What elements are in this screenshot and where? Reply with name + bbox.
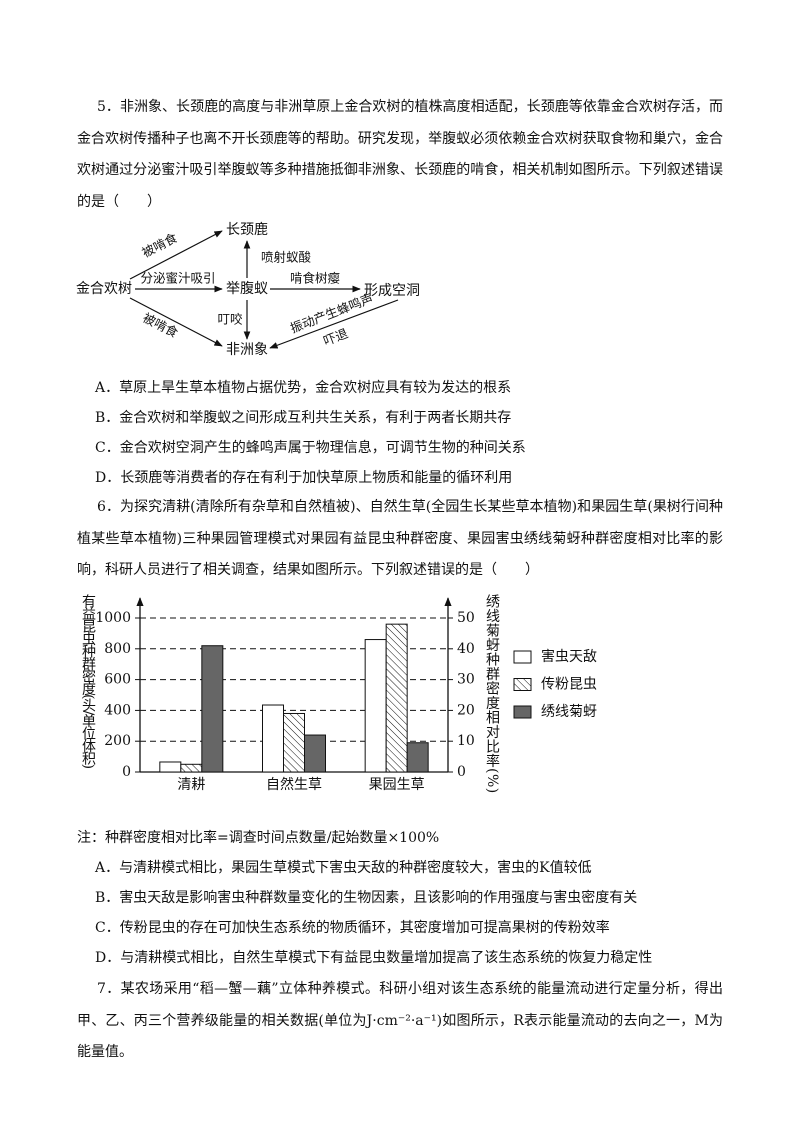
y2-tick-label: 50	[457, 610, 475, 626]
y-tick-label: 600	[104, 672, 131, 688]
bar	[180, 763, 203, 773]
y2-tick-label: 10	[457, 733, 475, 749]
node: 非洲象	[226, 342, 268, 358]
node: 举腹蚁	[226, 280, 268, 297]
y2-tick-label: 30	[457, 672, 475, 688]
question-stem: 7．某农场采用“稻—蟹—藕”立体种养模式。科研小组对该生态系统的能量流动进行定量…	[77, 981, 723, 1060]
option: D．与清耕模式相比，自然生草模式下有益昆虫数量增加提高了该生态系统的恢复力稳定性	[95, 950, 653, 966]
bar	[159, 761, 182, 773]
legend-swatch	[513, 650, 532, 664]
edge-label: 叮咬	[217, 312, 243, 327]
x-tick-label: 果园生草	[369, 777, 425, 793]
bar	[385, 623, 408, 773]
legend-label: 害虫天敌	[541, 649, 597, 665]
node: 金合欢树	[76, 281, 132, 297]
question-stem: 5．非洲象、长颈鹿的高度与非洲草原上金合欢树的植株高度相适配，长颈鹿等依靠金合欢…	[77, 99, 723, 210]
bar	[364, 639, 387, 773]
y-tick-label: 0	[122, 764, 131, 780]
option: A．草原上旱生草本植物占据优势，金合欢树应具有较为发达的根系	[95, 380, 512, 396]
y2-axis-title: 绣线菊蚜种群密度相对比率(%)	[484, 594, 500, 794]
node: 长颈鹿	[226, 221, 268, 238]
y-tick-label: 400	[104, 702, 131, 718]
edge-label: 啃食树瘿	[290, 271, 340, 286]
bar	[262, 704, 284, 773]
x-tick-label: 清耕	[177, 776, 205, 793]
edge-label: 吓退	[321, 325, 350, 348]
option: B．金合欢树和举腹蚁之间形成互利共生关系，有利于两者长期共存	[95, 410, 512, 426]
y-tick-label: 200	[104, 733, 131, 749]
bar	[304, 734, 326, 773]
arrows	[129, 230, 399, 349]
y2-tick-label: 40	[457, 641, 475, 657]
option: C．金合欢树空洞产生的蜂鸣声属于物理信息，可调节生物的种间关系	[95, 440, 526, 456]
legend-label: 传粉昆虫	[541, 677, 597, 693]
y-tick-label: 1000	[95, 610, 131, 626]
option: B．害虫天敌是影响害虫种群数量变化的生物因素，且该影响的作用强度与害虫密度有关	[95, 890, 638, 906]
x-tick-label: 自然生草	[266, 776, 322, 793]
bar	[283, 712, 305, 773]
y-tick-label: 800	[104, 641, 131, 657]
legend-label: 绣线菊蚜	[541, 704, 597, 720]
node: 形成空洞	[364, 283, 420, 299]
note: 注：种群密度相对比率=调查时间点数量/起始数量×100%	[77, 830, 440, 846]
legend-swatch	[513, 705, 532, 719]
y2-tick-label: 0	[457, 764, 466, 780]
bar	[201, 645, 224, 773]
option: C．传粉昆虫的存在可加快生态系统的物质循环，其密度增加可提高果树的传粉效率	[95, 920, 610, 936]
question-stem: 6．为探究清耕(清除所有杂草和自然植被)、自然生草(全园生长某些草本植物)和果园…	[77, 499, 723, 578]
option: A．与清耕模式相比，果园生草模式下害虫天敌的种群密度较大，害虫的K值较低	[95, 860, 592, 876]
y2-tick-label: 20	[457, 702, 475, 718]
y-axis-title: 有益昆虫种群密度(头/单位体积)	[80, 594, 96, 769]
option: D．长颈鹿等消费者的存在有利于加快草原上物质和能量的循环利用	[95, 470, 513, 486]
bar	[406, 742, 429, 773]
edge-label: 喷射蚁酸	[261, 250, 312, 265]
legend-swatch	[513, 678, 532, 691]
edge-label: 分泌蜜汁吸引	[140, 271, 215, 286]
bar-chart: 0 200 400 600 800 1000 0 10 20 30 40 50 有益昆虫种群密度(头/单…	[80, 594, 597, 794]
